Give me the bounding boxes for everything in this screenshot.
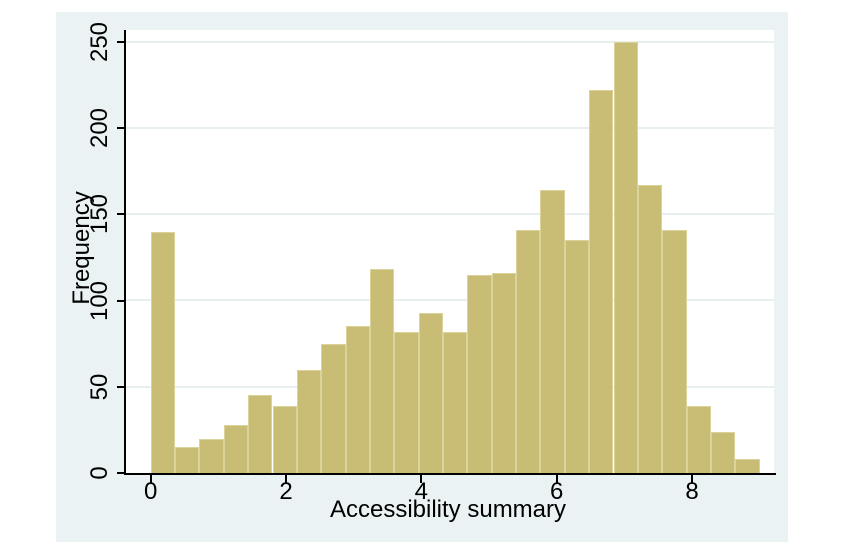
histogram-bar: [467, 274, 492, 473]
histogram-bar: [686, 405, 711, 473]
histogram-bar: [199, 438, 224, 473]
y-tick-150: [117, 213, 124, 216]
x-tick-4: [420, 475, 423, 483]
y-tick-0: [117, 472, 124, 474]
x-tick-6: [555, 475, 558, 483]
y-tick-100: [117, 299, 124, 302]
histogram-bar: [735, 459, 760, 473]
x-tick-label: 0: [144, 478, 158, 505]
gridline-y-250: [124, 40, 774, 43]
histogram-bar: [369, 269, 395, 473]
histogram-bar: [296, 369, 322, 473]
x-tick-label: 8: [685, 478, 699, 505]
histogram-bar: [491, 272, 517, 473]
x-tick-label: 6: [550, 478, 564, 505]
histogram-bar: [564, 240, 590, 473]
histogram-bar: [516, 229, 541, 473]
x-axis-title: Accessibility summary: [329, 495, 567, 523]
y-tick-200: [117, 127, 124, 129]
x-tick-8: [691, 475, 693, 483]
gridline-y-150: [124, 213, 774, 216]
histogram-bar: [321, 343, 346, 473]
histogram-bar: [613, 41, 638, 473]
histogram-bar: [418, 312, 443, 473]
histogram-bar: [662, 229, 687, 473]
histogram-bar: [589, 90, 614, 473]
x-tick-label: 4: [414, 478, 428, 505]
y-tick-50: [117, 385, 124, 388]
x-tick-0: [149, 475, 152, 483]
y-tick-label: 0: [86, 466, 113, 480]
gridline-y-100: [124, 299, 774, 302]
y-tick-label: 250: [86, 21, 113, 62]
histogram-bar: [443, 331, 468, 473]
y-tick-label: 50: [86, 373, 113, 401]
histogram-bar: [223, 424, 249, 473]
histogram-bar: [150, 231, 176, 473]
histogram-bar: [345, 326, 370, 473]
histogram-bar: [272, 405, 297, 473]
y-axis-title: Frequency: [67, 191, 95, 305]
histogram-bar: [248, 395, 273, 473]
histogram-bar: [710, 431, 736, 473]
histogram-bar: [540, 190, 565, 473]
histogram-bar: [394, 331, 419, 473]
x-tick-2: [285, 475, 287, 483]
histogram-bar: [637, 184, 663, 473]
y-tick-label: 200: [86, 107, 113, 149]
y-axis-line: [124, 30, 126, 475]
histogram-bar: [175, 447, 200, 473]
y-tick-250: [117, 40, 124, 43]
gridline-y-200: [124, 126, 774, 129]
x-tick-label: 2: [279, 478, 293, 505]
plot-area: [124, 30, 774, 473]
x-axis-line: [124, 473, 776, 475]
